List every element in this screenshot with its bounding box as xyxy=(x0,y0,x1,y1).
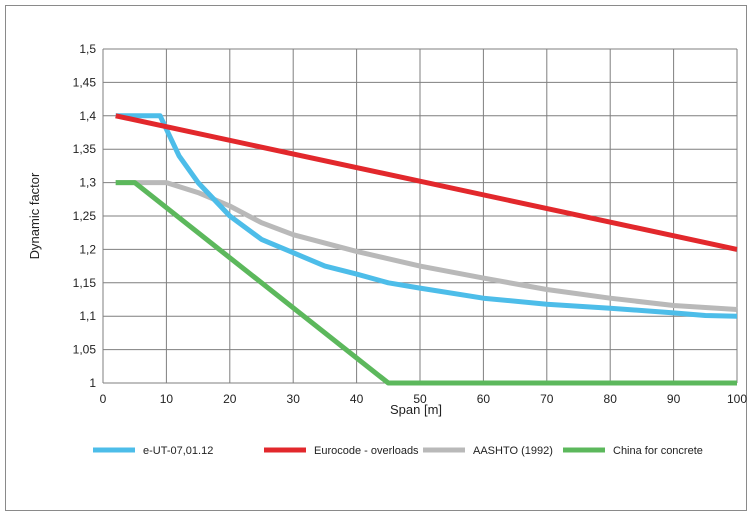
chart-svg: 1 1,05 1,1 1,15 1,2 1,25 1,3 1,35 1,4 1,45 1,5 0 10… xyxy=(27,42,748,457)
y-tick-label: 1 xyxy=(89,376,96,390)
x-axis-title: Span [m] xyxy=(390,402,442,417)
series-line-2 xyxy=(115,113,738,252)
legend-label-3: AASHTO (1992) xyxy=(473,445,553,457)
x-tick-label: 80 xyxy=(604,392,618,406)
x-tick-label: 20 xyxy=(223,392,237,406)
series-line-3 xyxy=(115,180,738,312)
y-tick-label: 1,45 xyxy=(73,75,97,89)
grid xyxy=(102,48,738,384)
series-line-1 xyxy=(115,113,738,319)
x-tick-label: 10 xyxy=(160,392,174,406)
legend-label-4: China for concrete xyxy=(613,445,703,457)
x-tick-label: 0 xyxy=(100,392,107,406)
y-tick-label: 1,2 xyxy=(79,242,96,256)
x-tick-label: 90 xyxy=(667,392,681,406)
x-tick-label: 30 xyxy=(287,392,301,406)
chart-frame: 1 1,05 1,1 1,15 1,2 1,25 1,3 1,35 1,4 1,45 1,5 0 10… xyxy=(5,5,747,511)
y-tick-label: 1,5 xyxy=(79,42,96,56)
legend-label-2: Eurocode - overloads xyxy=(314,445,419,457)
y-tick-label: 1,25 xyxy=(73,209,97,223)
x-tick-labels: 0 10 20 30 40 50 60 70 80 90 100 xyxy=(100,392,748,406)
y-tick-label: 1,1 xyxy=(79,309,96,323)
legend: e-UT-07,01.12 Eurocode - overloads AASHTO … xyxy=(93,445,703,457)
series-line-4 xyxy=(115,180,737,386)
y-tick-label: 1,05 xyxy=(73,343,97,357)
x-tick-label: 100 xyxy=(727,392,747,406)
x-tick-label: 60 xyxy=(477,392,491,406)
y-tick-labels: 1 1,05 1,1 1,15 1,2 1,25 1,3 1,35 1,4 1,45 1,5 xyxy=(73,42,97,390)
y-axis-title: Dynamic factor xyxy=(27,172,42,259)
x-tick-label: 40 xyxy=(350,392,364,406)
x-tick-label: 70 xyxy=(540,392,554,406)
y-tick-label: 1,35 xyxy=(73,142,97,156)
series-lines xyxy=(115,113,738,386)
legend-label-1: e-UT-07,01.12 xyxy=(143,445,213,457)
y-tick-label: 1,4 xyxy=(79,109,96,123)
y-tick-label: 1,15 xyxy=(73,276,97,290)
y-tick-label: 1,3 xyxy=(79,176,96,190)
x-tick-label: 50 xyxy=(413,392,427,406)
